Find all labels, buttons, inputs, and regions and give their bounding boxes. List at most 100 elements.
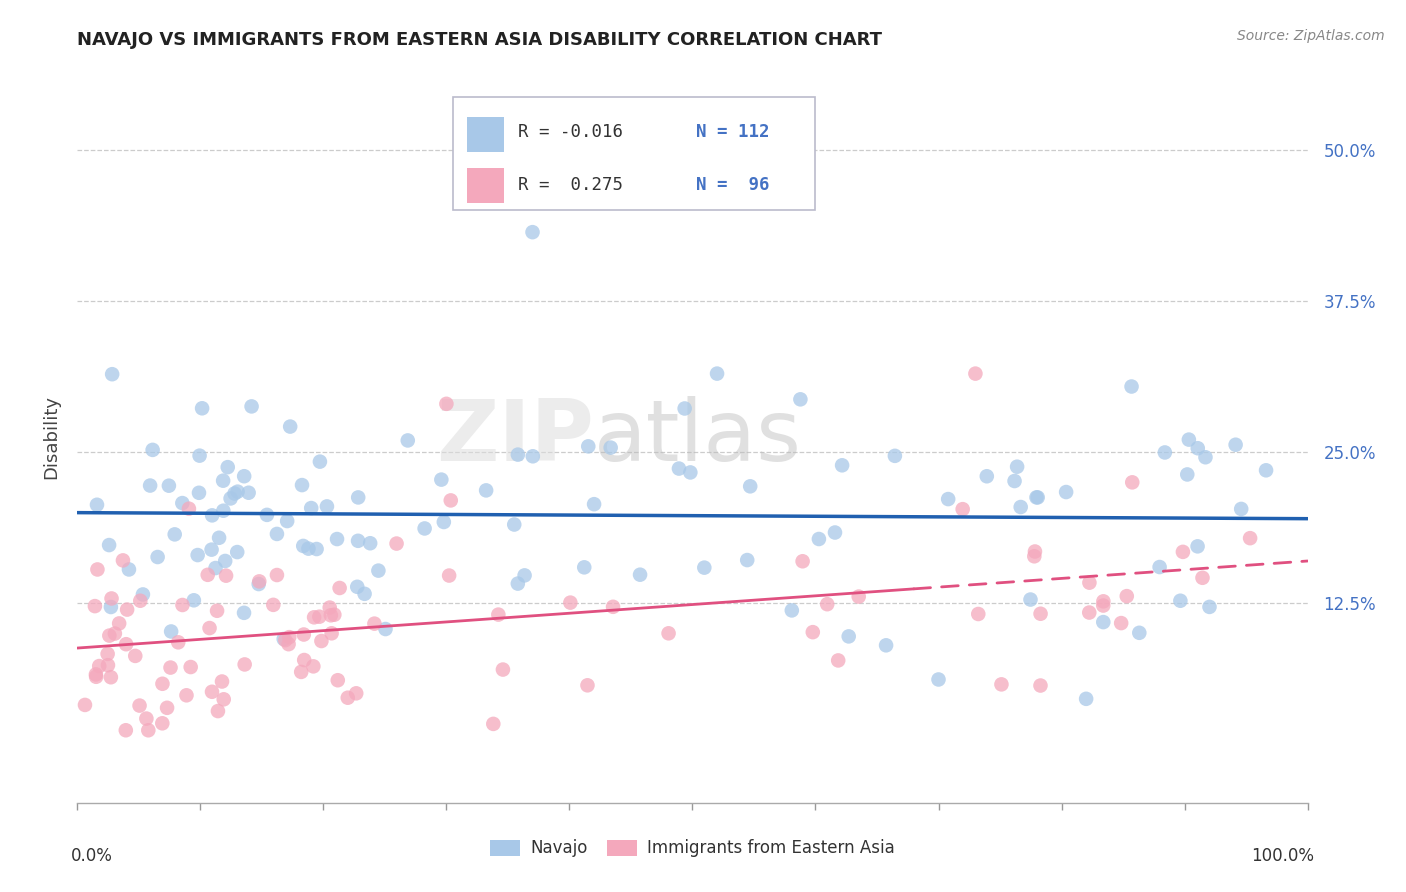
Point — [98, 538, 121, 552]
Point — [201, 685, 224, 699]
Point — [831, 458, 853, 473]
Point — [326, 673, 349, 688]
Point — [238, 485, 260, 500]
Point — [883, 449, 905, 463]
Point — [363, 616, 385, 631]
Point — [1076, 691, 1098, 706]
Point — [136, 723, 159, 738]
Point — [167, 635, 190, 649]
Point — [197, 567, 219, 582]
Point — [385, 536, 408, 550]
Point — [292, 653, 315, 667]
Point — [433, 515, 456, 529]
Point — [278, 419, 301, 434]
Point — [1115, 589, 1137, 603]
Point — [97, 647, 120, 661]
Point — [89, 659, 111, 673]
Point — [599, 441, 621, 455]
Point — [1191, 571, 1213, 585]
Point — [1078, 606, 1101, 620]
Point — [262, 598, 284, 612]
Point — [827, 653, 849, 667]
Point — [1198, 599, 1220, 614]
Point — [1254, 463, 1277, 477]
Point — [201, 508, 224, 523]
Point — [952, 502, 974, 516]
Point — [1029, 679, 1052, 693]
Text: R =  0.275: R = 0.275 — [517, 176, 623, 194]
Point — [200, 542, 222, 557]
Point — [188, 485, 211, 500]
Text: NAVAJO VS IMMIGRANTS FROM EASTERN ASIA DISABILITY CORRELATION CHART: NAVAJO VS IMMIGRANTS FROM EASTERN ASIA D… — [77, 31, 883, 49]
Point — [152, 677, 174, 691]
Point — [98, 629, 121, 643]
Point — [266, 527, 288, 541]
Point — [1092, 599, 1115, 613]
Point — [1175, 467, 1198, 482]
Point — [115, 637, 138, 651]
Point — [187, 548, 209, 562]
Point — [291, 478, 314, 492]
Point — [240, 400, 263, 414]
Point — [150, 716, 173, 731]
Point — [172, 598, 194, 612]
Point — [807, 532, 830, 546]
Point — [86, 562, 108, 576]
Point — [84, 667, 107, 681]
Point — [486, 607, 509, 622]
Point — [668, 461, 690, 475]
Point — [1121, 379, 1143, 393]
Point — [319, 600, 342, 615]
Text: R = -0.016: R = -0.016 — [517, 123, 623, 141]
Point — [233, 606, 256, 620]
Point — [319, 608, 342, 623]
Point — [233, 657, 256, 672]
Point — [212, 504, 235, 518]
Point — [1149, 560, 1171, 574]
Point — [673, 401, 696, 416]
Point — [576, 678, 599, 692]
Point — [1187, 539, 1209, 553]
Point — [128, 698, 150, 713]
Point — [1153, 445, 1175, 459]
Point — [503, 517, 526, 532]
Point — [299, 501, 322, 516]
Point — [815, 597, 838, 611]
Point — [436, 397, 458, 411]
Point — [118, 562, 141, 576]
Point — [292, 539, 315, 553]
Point — [374, 622, 396, 636]
Point — [172, 496, 194, 510]
Point — [323, 607, 346, 622]
Point — [212, 692, 235, 706]
Point — [219, 491, 242, 506]
FancyBboxPatch shape — [467, 117, 505, 152]
Point — [602, 599, 624, 614]
Point — [1019, 592, 1042, 607]
Point — [180, 660, 202, 674]
Point — [346, 580, 368, 594]
Point — [359, 536, 381, 550]
Point — [207, 704, 229, 718]
Point — [990, 677, 1012, 691]
Point — [101, 367, 124, 381]
Point — [309, 455, 332, 469]
Point — [139, 478, 162, 492]
Point — [1187, 441, 1209, 455]
Point — [1024, 549, 1046, 564]
Point — [84, 670, 107, 684]
Point — [135, 712, 157, 726]
Point — [522, 450, 544, 464]
Point — [247, 577, 270, 591]
Point — [129, 593, 152, 607]
Text: 0.0%: 0.0% — [72, 847, 112, 864]
Point — [224, 486, 246, 500]
Point — [513, 568, 536, 582]
Point — [191, 401, 214, 416]
Point — [875, 638, 897, 652]
Point — [1029, 607, 1052, 621]
Point — [792, 554, 814, 568]
Point — [735, 553, 758, 567]
Point — [437, 568, 460, 582]
Point — [111, 553, 134, 567]
